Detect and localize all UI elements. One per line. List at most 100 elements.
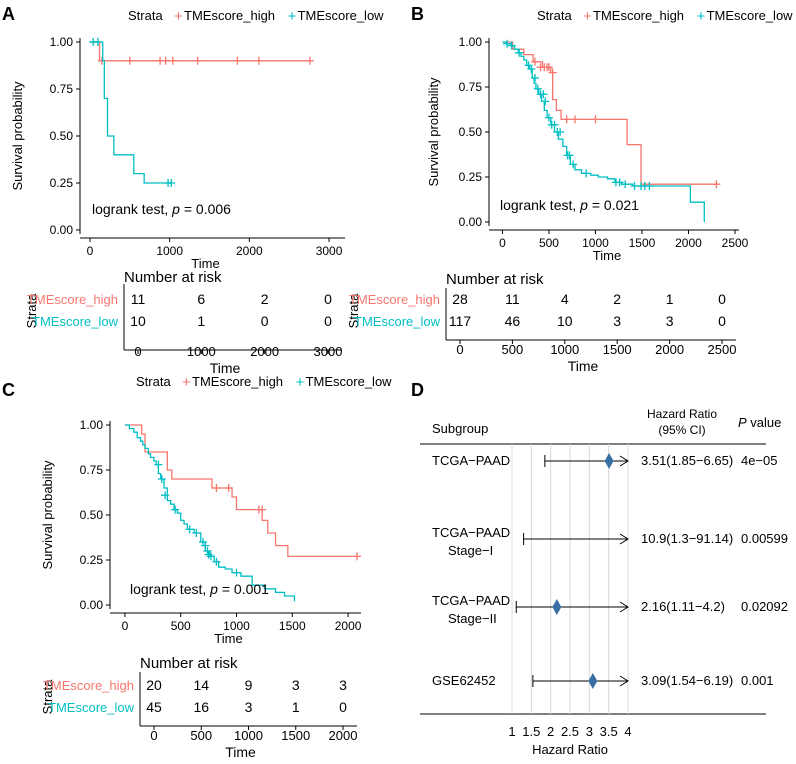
censor-mark: [571, 115, 579, 124]
forest-x-tick-label: 3.5: [600, 724, 618, 739]
panel-letter-a: A: [2, 4, 15, 24]
censor-mark: [503, 39, 512, 48]
censor-mark: [591, 115, 600, 124]
legend-label-0: TMEscore_high: [192, 374, 283, 389]
forest-x-tick-label: 2: [547, 724, 554, 739]
x-tick-label: 1500: [279, 619, 306, 633]
risk-count: 4: [561, 291, 569, 307]
forest-ci-arrow: [619, 675, 629, 687]
censor-mark: [712, 180, 721, 189]
y-tick-label: 0.25: [80, 553, 104, 567]
censor-mark: [161, 56, 170, 65]
y-tick-label: 0.50: [80, 508, 104, 522]
risk-count: 3: [339, 677, 347, 693]
legend-title: Strata: [537, 8, 572, 23]
forest-x-tick-label: 2.5: [561, 724, 579, 739]
censor-mark: [168, 56, 177, 65]
risk-row-label: TMEscore_high: [349, 292, 440, 307]
x-axis-title: Time: [191, 256, 219, 271]
forest-header-ci: (95% CI): [658, 423, 705, 437]
risk-count: 1: [666, 291, 674, 307]
censor-mark: [206, 552, 215, 561]
risk-row-label: TMEscore_high: [27, 292, 118, 307]
risk-x-tick-label: 500: [502, 342, 524, 357]
legend-label-1: TMEscore_low: [306, 374, 393, 389]
risk-count: 0: [718, 291, 726, 307]
risk-count: 45: [146, 699, 162, 715]
risk-strata-label: Strata: [40, 679, 55, 714]
risk-table-title: Number at risk: [446, 271, 544, 288]
censor-mark: [161, 491, 170, 500]
risk-count: 0: [324, 313, 332, 329]
risk-count: 3: [292, 677, 300, 693]
legend-label-1: TMEscore_low: [707, 8, 794, 23]
legend-marker-0: +: [182, 374, 191, 391]
y-tick-label: 1.00: [50, 35, 74, 49]
risk-count: 0: [261, 313, 269, 329]
forest-row: GSE62452 3.09(1.54−6.19) 0.001: [432, 673, 774, 689]
forest-hr-text: 3.51(1.85−6.65): [641, 453, 733, 468]
forest-hr-marker: [588, 673, 598, 689]
censor-mark: [544, 113, 553, 122]
censor-mark: [125, 56, 134, 65]
censor-mark: [167, 179, 176, 187]
forest-row-label: TCGA−PAAD: [432, 593, 510, 608]
y-tick-label: 0.50: [459, 125, 483, 139]
forest-row-label: Stage−I: [448, 543, 493, 558]
forest-x-tick-label: 3: [586, 724, 593, 739]
x-tick-label: 0: [122, 619, 129, 633]
x-tick-label: 2500: [722, 236, 749, 250]
y-tick-label: 0.00: [80, 598, 104, 612]
risk-count: 11: [131, 291, 146, 307]
legend-marker-1: +: [296, 374, 305, 391]
forest-hr-text: 3.09(1.54−6.19): [641, 673, 733, 688]
risk-count: 3: [245, 699, 253, 715]
risk-table-title: Number at risk: [124, 269, 222, 286]
forest-x-tick-label: 1: [508, 724, 515, 739]
censor-mark: [531, 74, 539, 82]
censor-mark: [258, 505, 267, 514]
censor-mark: [93, 38, 102, 46]
legend-title: Strata: [128, 8, 163, 23]
forest-pvalue-text: 4e−05: [741, 453, 778, 468]
risk-x-tick-label: 2500: [708, 342, 737, 357]
forest-hr-marker: [552, 599, 562, 615]
y-tick-label: 0.50: [50, 129, 74, 143]
risk-row-label: TMEscore_low: [48, 700, 135, 715]
forest-pvalue-text: 0.001: [741, 673, 774, 688]
forest-row-label: GSE62452: [432, 673, 496, 688]
forest-ci-arrow: [619, 601, 629, 613]
km-curve-TMEscore_high: [124, 424, 357, 558]
x-axis-title: Time: [214, 631, 242, 646]
forest-ci-arrow: [619, 533, 629, 545]
x-tick-label: 0: [499, 236, 506, 250]
legend-label-0: TMEscore_high: [184, 8, 275, 23]
forest-row-label: TCGA−PAAD: [432, 453, 510, 468]
censor-mark: [201, 541, 210, 550]
forest-header-pvalue: P value: [738, 415, 781, 430]
forest-pvalue-text: 0.00599: [741, 531, 788, 546]
risk-count: 117: [449, 313, 472, 329]
risk-count: 28: [452, 291, 468, 307]
y-tick-label: 0.00: [50, 223, 74, 237]
risk-count: 2: [261, 291, 269, 307]
censor-mark: [254, 56, 263, 65]
censor-mark: [353, 552, 361, 561]
risk-count: 0: [324, 291, 332, 307]
y-tick-label: 0.75: [80, 463, 104, 477]
risk-x-tick-label: 500: [190, 728, 212, 743]
panel-letter-b: B: [411, 4, 424, 24]
censor-mark: [565, 151, 574, 160]
forest-row: TCGA−PAAD 3.51(1.85−6.65) 4e−05: [432, 453, 778, 469]
y-tick-label: 1.00: [80, 418, 104, 432]
risk-count: 1: [197, 313, 205, 329]
censor-mark: [507, 41, 516, 50]
risk-count: 3: [613, 313, 621, 329]
risk-count: 9: [245, 677, 253, 693]
logrank-annotation: logrank test, p = 0.001: [130, 581, 269, 597]
x-tick-label: 2000: [236, 244, 263, 258]
censor-mark: [233, 56, 242, 65]
risk-count: 16: [193, 699, 209, 715]
censor-mark: [185, 525, 194, 534]
